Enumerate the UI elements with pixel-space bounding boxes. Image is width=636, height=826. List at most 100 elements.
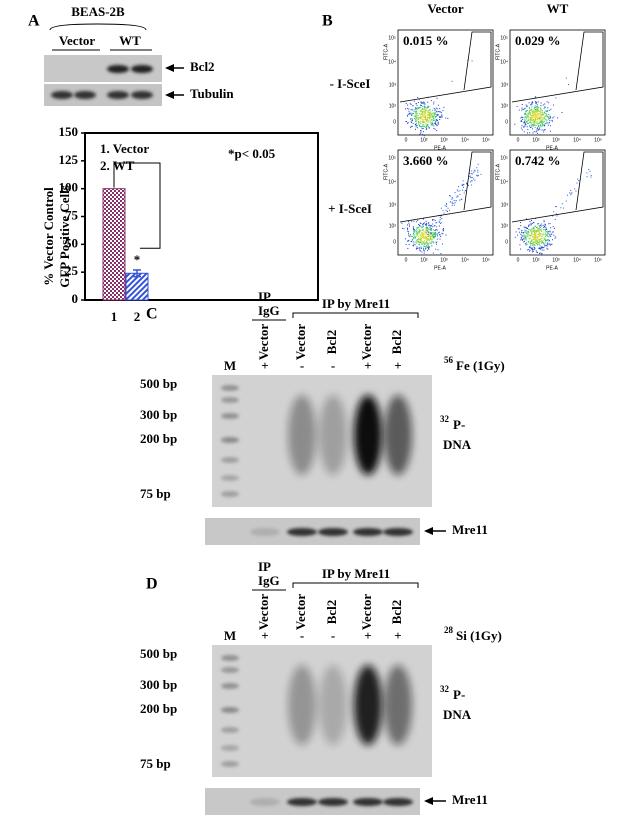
event-dot	[536, 115, 538, 117]
event-dot	[539, 111, 541, 113]
event-dot	[416, 233, 418, 235]
gate	[511, 31, 604, 103]
axis-label: FITC-A	[383, 163, 389, 180]
event-dot	[412, 118, 414, 120]
event-dot	[528, 234, 530, 236]
y-tick-label: 10⁵	[500, 155, 508, 161]
event-dot	[415, 240, 417, 242]
event-dot	[526, 110, 528, 112]
event-dot	[430, 238, 432, 240]
event-dot	[420, 230, 422, 232]
event-dot	[407, 232, 409, 234]
event-dot	[424, 119, 426, 121]
event-dot	[540, 223, 542, 225]
event-dot	[538, 228, 540, 230]
event-dot	[433, 128, 435, 130]
event-dot	[427, 230, 429, 232]
event-dot	[539, 229, 541, 231]
event-dot	[546, 245, 548, 247]
event-dot	[549, 115, 551, 117]
percentage: 0.015 %	[403, 33, 449, 48]
event-dot	[434, 109, 436, 111]
event-dot	[551, 239, 553, 241]
event-dot	[537, 130, 539, 132]
event-dot	[419, 222, 421, 224]
event-dot	[424, 243, 426, 245]
event-dot	[425, 125, 427, 127]
event-dot	[542, 241, 544, 243]
event-dot	[456, 189, 458, 191]
event-dot	[449, 195, 451, 197]
event-dot	[534, 247, 536, 249]
event-dot	[541, 228, 543, 230]
event-dot	[428, 230, 430, 232]
event-dot	[526, 126, 528, 128]
event-dot	[541, 115, 543, 117]
event-dot	[527, 119, 529, 121]
event-dot	[590, 176, 592, 178]
event-dot	[434, 112, 436, 114]
event-dot	[546, 114, 548, 116]
y-tick-label: 150	[59, 124, 79, 139]
lane-label: Vector	[256, 594, 271, 631]
event-dot	[427, 101, 429, 103]
event-dot	[418, 247, 420, 249]
event-dot	[524, 229, 526, 231]
event-dot	[426, 227, 428, 229]
event-dot	[526, 243, 528, 245]
event-dot	[427, 118, 429, 120]
event-dot	[524, 113, 526, 115]
event-dot	[537, 242, 539, 244]
event-dot	[540, 116, 542, 118]
event-dot	[454, 202, 456, 204]
event-dot	[533, 114, 535, 116]
event-dot	[419, 234, 421, 236]
event-dot	[532, 236, 534, 238]
event-dot	[541, 114, 543, 116]
event-dot	[420, 111, 422, 113]
event-dot	[469, 175, 471, 177]
event-dot	[433, 237, 435, 239]
event-dot	[525, 123, 527, 125]
event-dot	[407, 230, 409, 232]
event-dot	[533, 233, 535, 235]
event-dot	[441, 232, 443, 234]
event-dot	[526, 123, 528, 125]
event-dot	[471, 176, 473, 178]
event-dot	[543, 249, 545, 251]
event-dot	[419, 125, 421, 127]
event-dot	[535, 243, 537, 245]
event-dot	[417, 114, 419, 116]
event-dot	[434, 234, 436, 236]
event-dot	[537, 238, 539, 240]
event-dot	[471, 170, 473, 172]
event-dot	[408, 110, 410, 112]
event-dot	[551, 120, 553, 122]
event-dot	[419, 231, 421, 233]
event-dot	[538, 125, 540, 127]
event-dot	[550, 243, 552, 245]
event-dot	[422, 229, 424, 231]
event-dot	[535, 101, 537, 103]
event-dot	[534, 111, 536, 113]
event-dot	[462, 186, 464, 188]
event-dot	[412, 238, 414, 240]
event-dot	[407, 115, 409, 117]
event-dot	[433, 101, 435, 103]
event-dot	[423, 102, 425, 104]
event-dot	[406, 228, 408, 230]
event-dot	[532, 251, 534, 253]
event-dot	[548, 118, 550, 120]
event-dot	[410, 125, 412, 127]
event-dot	[522, 232, 524, 234]
event-dot	[534, 247, 536, 249]
event-dot	[520, 225, 522, 227]
event-dot	[525, 116, 527, 118]
event-dot	[415, 128, 417, 130]
event-dot	[521, 107, 523, 109]
event-dot	[537, 116, 539, 118]
event-dot	[430, 119, 432, 121]
event-dot	[427, 234, 429, 236]
event-dot	[522, 116, 524, 118]
event-dot	[543, 131, 545, 133]
